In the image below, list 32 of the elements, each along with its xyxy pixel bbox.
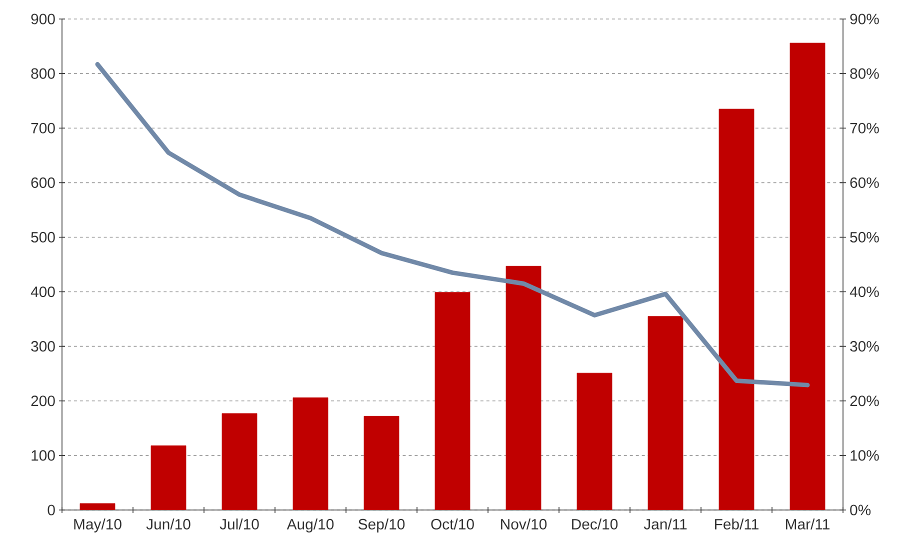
y2-tick-label: 30% — [850, 341, 879, 352]
x-tick-label: Sep/10 — [358, 518, 405, 532]
x-tick-label: May/10 — [74, 518, 122, 532]
y-tick-label: 500 — [31, 232, 55, 243]
y-tick-label: 900 — [31, 14, 55, 24]
line-series — [95, 62, 810, 388]
y-tick-label: 0 — [48, 504, 55, 516]
x-tick-label: Mar/11 — [786, 518, 830, 530]
y-tick-label: 700 — [31, 122, 55, 134]
y-tick-label: 800 — [31, 68, 55, 79]
y-tick-label: 400 — [30, 286, 55, 298]
x-tick-label: Jul/10 — [220, 518, 259, 530]
y2-tick-label: 50% — [850, 232, 879, 243]
x-tick-label: Aug/10 — [286, 518, 334, 532]
y-tick-label: 600 — [31, 177, 55, 188]
x-tick-label: Nov/10 — [501, 518, 547, 530]
y-tick-label: 100 — [32, 450, 55, 461]
x-tick-label: Jun/10 — [146, 518, 190, 530]
x-tick-label: Jan/11 — [644, 518, 687, 530]
y2-tick-label: 70% — [850, 122, 879, 134]
y2-tick-label: 0% — [850, 504, 871, 516]
x-tick-label: Dec/10 — [572, 518, 618, 530]
y2-tick-label: 60% — [850, 177, 879, 188]
y2-tick-label: 90% — [850, 14, 879, 24]
x-tick-label: Feb/11 — [715, 518, 758, 530]
y-tick-label: 300 — [31, 341, 55, 352]
y2-tick-label: 20% — [850, 396, 879, 406]
y-tick-label: 200 — [31, 396, 55, 406]
x-tick-label: Oct/10 — [431, 518, 474, 530]
y2-tick-label: 10% — [850, 450, 879, 461]
y2-tick-label: 80% — [850, 68, 879, 79]
y2-tick-label: 40% — [850, 286, 879, 298]
